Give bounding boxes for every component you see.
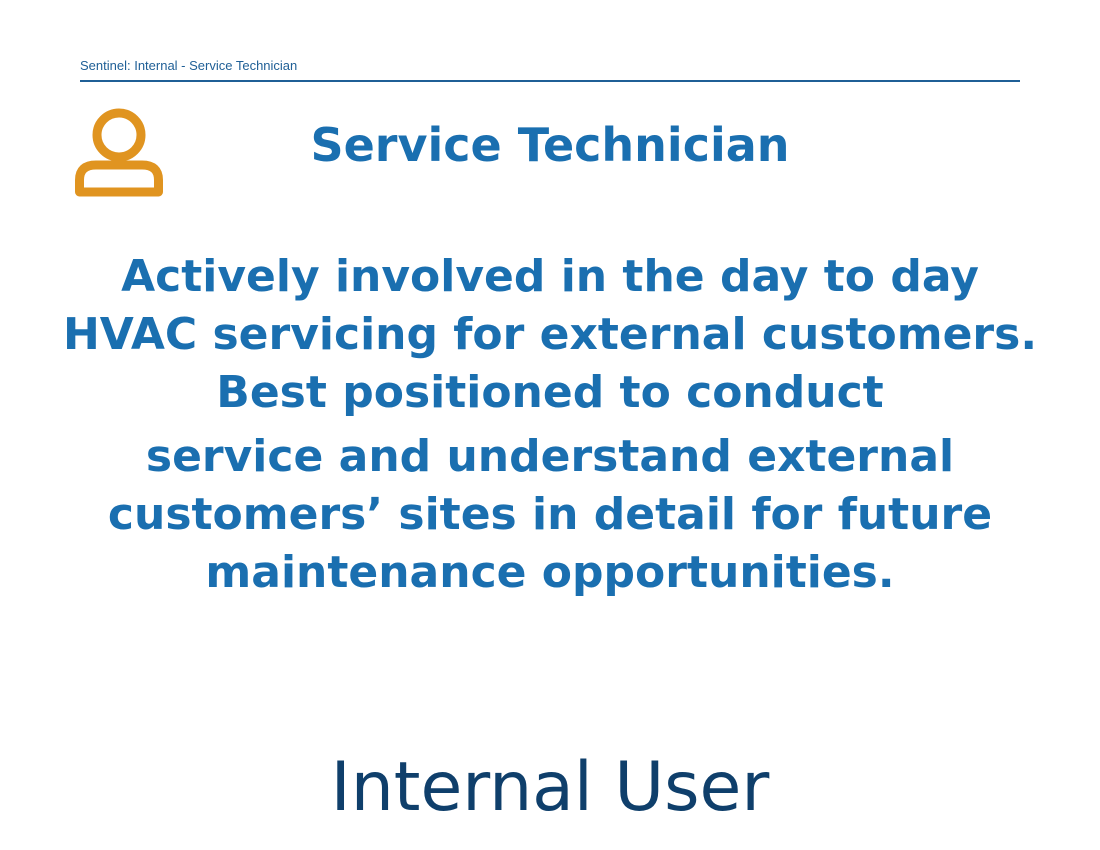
page-header-label: Sentinel: Internal - Service Technician [80, 58, 298, 73]
role-description: Actively involved in the day to day HVAC… [60, 248, 1040, 602]
header-divider [80, 80, 1020, 82]
person-icon [75, 108, 163, 197]
description-paragraph: service and understand external customer… [107, 431, 993, 598]
user-type-label: Internal User [330, 748, 770, 827]
description-paragraph: Actively involved in the day to day HVAC… [62, 251, 1038, 418]
role-title: Service Technician [310, 118, 790, 172]
